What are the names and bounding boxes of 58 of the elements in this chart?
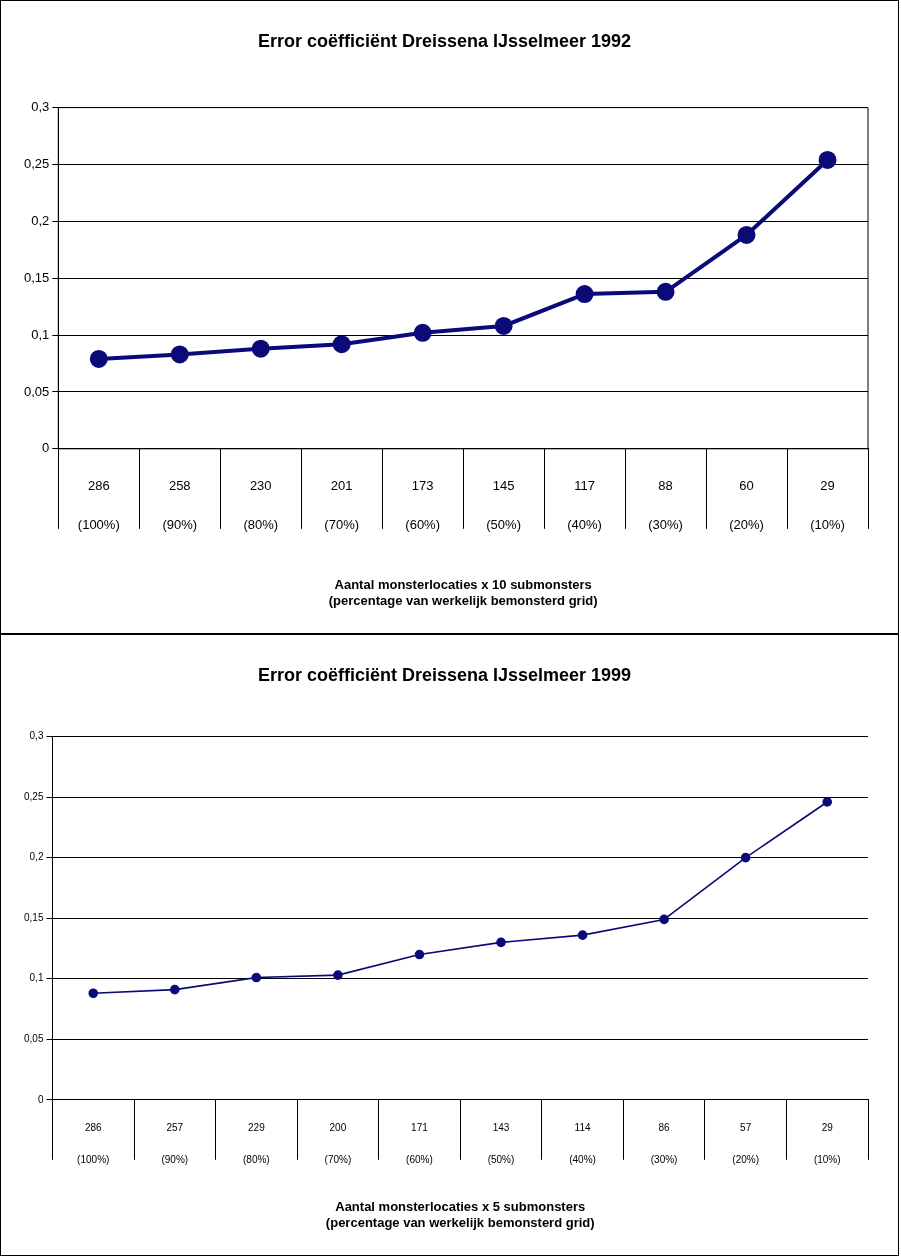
y-tick-label: 0,15 [23,269,50,285]
y-tick-label: 0 [42,440,50,456]
point [496,937,506,948]
category-label: 86 (30%) [650,1121,678,1165]
point [89,349,108,368]
category-label: 88 (30%) [648,477,683,532]
point [656,282,675,301]
category-label: 57 (20%) [732,1121,760,1165]
y-tick-label: 0,1 [31,326,50,342]
y-tick-label: 0,2 [31,212,50,228]
point [332,335,351,354]
category-label: 200 (70%) [324,1121,352,1165]
x-axis-title: Aantal monsterlocaties x 5 submonsters (percentage van werkelijk bemonsterd grid) [325,1199,595,1230]
category-label: 114 (40%) [569,1121,596,1165]
chart-title: Error coëfficiënt Dreissena IJsselmeer 1992 [257,30,632,51]
point [251,339,270,358]
category-label: 229 (80%) [243,1121,270,1165]
point [251,972,262,983]
category-label: 143 (50%) [487,1121,515,1165]
category-label: 257 (90%) [161,1121,189,1165]
category-label: 117 (40%) [567,477,602,532]
category-label: 173 (60%) [405,477,441,532]
category-label: 29 (10%) [813,1121,841,1165]
y-tick-label: 0,15 [23,911,44,923]
point [577,930,588,940]
y-tick-label: 0 [37,1093,44,1105]
point [740,852,751,863]
point [575,285,594,304]
category-label: 201 (70%) [324,477,360,532]
category-label: 258 (90%) [162,477,198,532]
point [333,970,343,980]
point [413,323,432,342]
category-label: 286 (100%) [77,477,120,532]
category-label: 29 (10%) [810,477,845,532]
point [818,150,837,169]
y-tick-label: 0,1 [29,972,44,984]
x-axis-title: Aantal monsterlocaties x 10 submonsters (percentage van werkelijk bemonsterd grid) [328,577,598,608]
point [169,984,180,995]
category-label: 145 (50%) [486,477,521,532]
category-label: 171 (60%) [406,1121,433,1165]
y-tick-label: 0,3 [31,99,50,115]
point [414,949,425,960]
category-label: 230 (80%) [243,477,279,532]
point [494,316,513,335]
point [822,797,833,807]
y-tick-label: 0,3 [29,730,44,742]
category-label: 60 (20%) [729,477,764,532]
category-label: 286 (100%) [77,1121,110,1165]
point [737,225,756,244]
y-tick-label: 0,25 [23,156,50,172]
y-tick-label: 0,05 [23,1033,44,1045]
y-tick-label: 0,25 [23,790,44,802]
chart-title: Error coëfficiënt Dreissena IJsselmeer 1999 [257,664,632,685]
y-tick-label: 0,2 [29,851,44,863]
point [170,345,189,364]
y-tick-label: 0,05 [23,383,50,399]
point [88,988,99,999]
point [659,914,669,925]
